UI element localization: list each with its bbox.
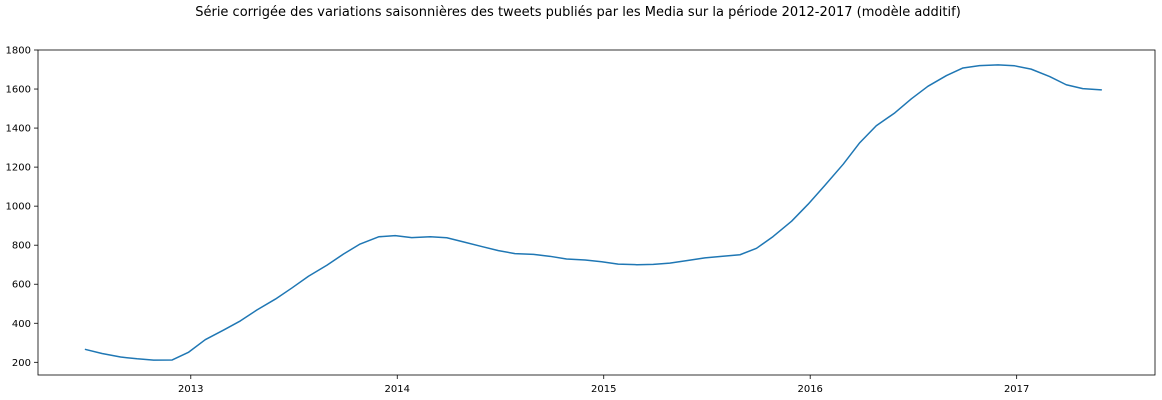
y-axis: 200 400 600 800 1000 1200 1400 1600 1800	[6, 46, 38, 369]
y-tick-label: 1200	[6, 163, 31, 174]
x-tick-label: 2015	[591, 384, 616, 395]
y-tick-label: 200	[12, 358, 31, 369]
series-line-media	[84, 64, 1103, 361]
y-tick-label: 1800	[6, 46, 31, 57]
y-tick-label: 1000	[6, 202, 31, 213]
x-axis: 2013 2014 2015 2016 2017	[178, 375, 1029, 395]
plot-frame	[37, 49, 1156, 376]
x-tick-label: 2016	[797, 384, 822, 395]
y-tick-label: 600	[12, 280, 31, 291]
y-tick-label: 800	[12, 241, 31, 252]
x-tick-label: 2013	[178, 384, 203, 395]
chart-title: Série corrigée des variations saisonnièr…	[195, 5, 961, 20]
x-tick-label: 2014	[385, 384, 410, 395]
y-tick-label: 400	[12, 319, 31, 330]
y-tick-label: 1400	[6, 124, 31, 135]
y-tick-label: 1600	[6, 85, 31, 96]
x-tick-label: 2017	[1004, 384, 1029, 395]
plot-area	[84, 64, 1103, 361]
